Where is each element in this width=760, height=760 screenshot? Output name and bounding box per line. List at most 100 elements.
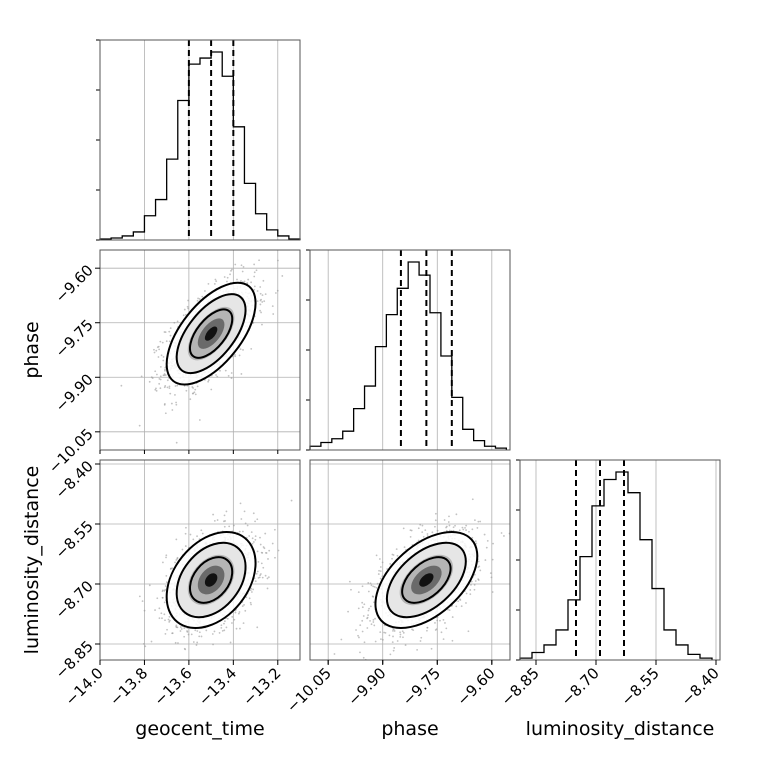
sample-point <box>142 642 145 645</box>
sample-point <box>163 386 166 389</box>
sample-point <box>174 394 176 396</box>
sample-point <box>333 653 336 655</box>
sample-point <box>264 551 267 554</box>
sample-point <box>175 538 178 541</box>
sample-point <box>163 589 166 592</box>
sample-point <box>272 313 275 315</box>
sample-point <box>361 619 364 622</box>
sample-point <box>434 519 437 522</box>
sample-point <box>383 631 385 634</box>
sample-point <box>148 380 151 383</box>
sample-point <box>196 630 199 632</box>
sample-point <box>381 575 384 578</box>
sample-point <box>184 532 187 535</box>
sample-point <box>250 347 253 350</box>
sample-point <box>215 280 218 283</box>
y-tick-label: −9.60 <box>52 261 97 306</box>
sample-point <box>159 340 162 343</box>
sample-point <box>412 629 415 632</box>
sample-point <box>464 526 466 529</box>
sample-point <box>357 607 360 610</box>
sample-point <box>205 629 208 632</box>
scatter-content <box>120 259 284 444</box>
sample-point <box>213 630 216 633</box>
sample-point <box>457 600 460 603</box>
x-tick-label: −9.75 <box>399 664 444 709</box>
sample-point <box>155 373 158 376</box>
sample-point <box>468 530 470 533</box>
hist-panel-luminosity_distance <box>516 459 717 661</box>
sample-point <box>374 640 377 643</box>
sample-point <box>465 592 468 595</box>
sample-point <box>243 510 246 513</box>
sample-point <box>162 356 165 358</box>
sample-point <box>179 626 182 628</box>
sample-point <box>489 572 492 574</box>
sample-point <box>164 369 166 372</box>
sample-point <box>255 572 258 575</box>
histogram-step <box>309 261 508 450</box>
sample-point <box>162 561 164 564</box>
sample-point <box>261 301 264 303</box>
sample-point <box>259 292 262 295</box>
sample-point <box>369 582 372 585</box>
panels-layer: −14.0 −13.8 −13.6 −13.4 −13.2−10.05 −9.90 −9.7… <box>45 39 723 716</box>
sample-point <box>215 374 217 376</box>
sample-point <box>240 280 242 282</box>
sample-point <box>256 290 259 292</box>
sample-point <box>474 580 477 582</box>
sample-point <box>479 569 482 572</box>
sample-point <box>190 633 193 636</box>
sample-point <box>164 331 167 334</box>
sample-point <box>240 264 243 267</box>
xlabel-geocent-time: geocent_time <box>135 718 264 740</box>
sample-point <box>169 334 172 337</box>
sample-point <box>211 633 214 635</box>
sample-point <box>195 644 198 646</box>
sample-point <box>241 270 244 273</box>
sample-point <box>254 538 257 541</box>
sample-point <box>263 547 266 550</box>
sample-point <box>253 288 256 291</box>
sample-point <box>253 285 256 288</box>
sample-point <box>381 638 384 641</box>
sample-point <box>251 542 254 545</box>
sample-point <box>187 633 190 636</box>
sample-point <box>458 598 461 601</box>
sample-point <box>469 593 472 596</box>
sample-point <box>239 502 242 505</box>
sample-point <box>361 601 364 604</box>
sample-point <box>396 554 399 557</box>
sample-point <box>470 583 472 586</box>
sample-point <box>266 587 269 590</box>
sample-point <box>150 376 153 379</box>
sample-point <box>391 557 393 560</box>
y-tick-label: −8.70 <box>52 577 97 622</box>
sample-point <box>240 518 243 520</box>
sample-point <box>469 589 472 591</box>
sample-point <box>233 618 236 621</box>
sample-point <box>377 573 380 575</box>
sample-point <box>367 614 369 617</box>
sample-point <box>259 536 261 539</box>
sample-point <box>253 271 256 274</box>
x-tick-label: −8.55 <box>618 664 663 709</box>
sample-point <box>367 582 370 584</box>
sample-point <box>375 586 378 589</box>
sample-point <box>198 419 201 421</box>
sample-point <box>189 398 192 401</box>
sample-point <box>366 627 369 629</box>
sample-point <box>207 282 210 285</box>
sample-point <box>226 276 229 279</box>
sample-point <box>207 380 210 383</box>
sample-point <box>273 528 276 531</box>
sample-point <box>175 626 178 629</box>
sample-point <box>244 609 247 612</box>
sample-point <box>404 644 407 646</box>
sample-point <box>421 524 424 527</box>
sample-point <box>225 510 228 513</box>
sample-point <box>223 514 226 517</box>
sample-point <box>201 295 204 298</box>
sample-point <box>266 577 269 580</box>
sample-point <box>259 303 262 306</box>
